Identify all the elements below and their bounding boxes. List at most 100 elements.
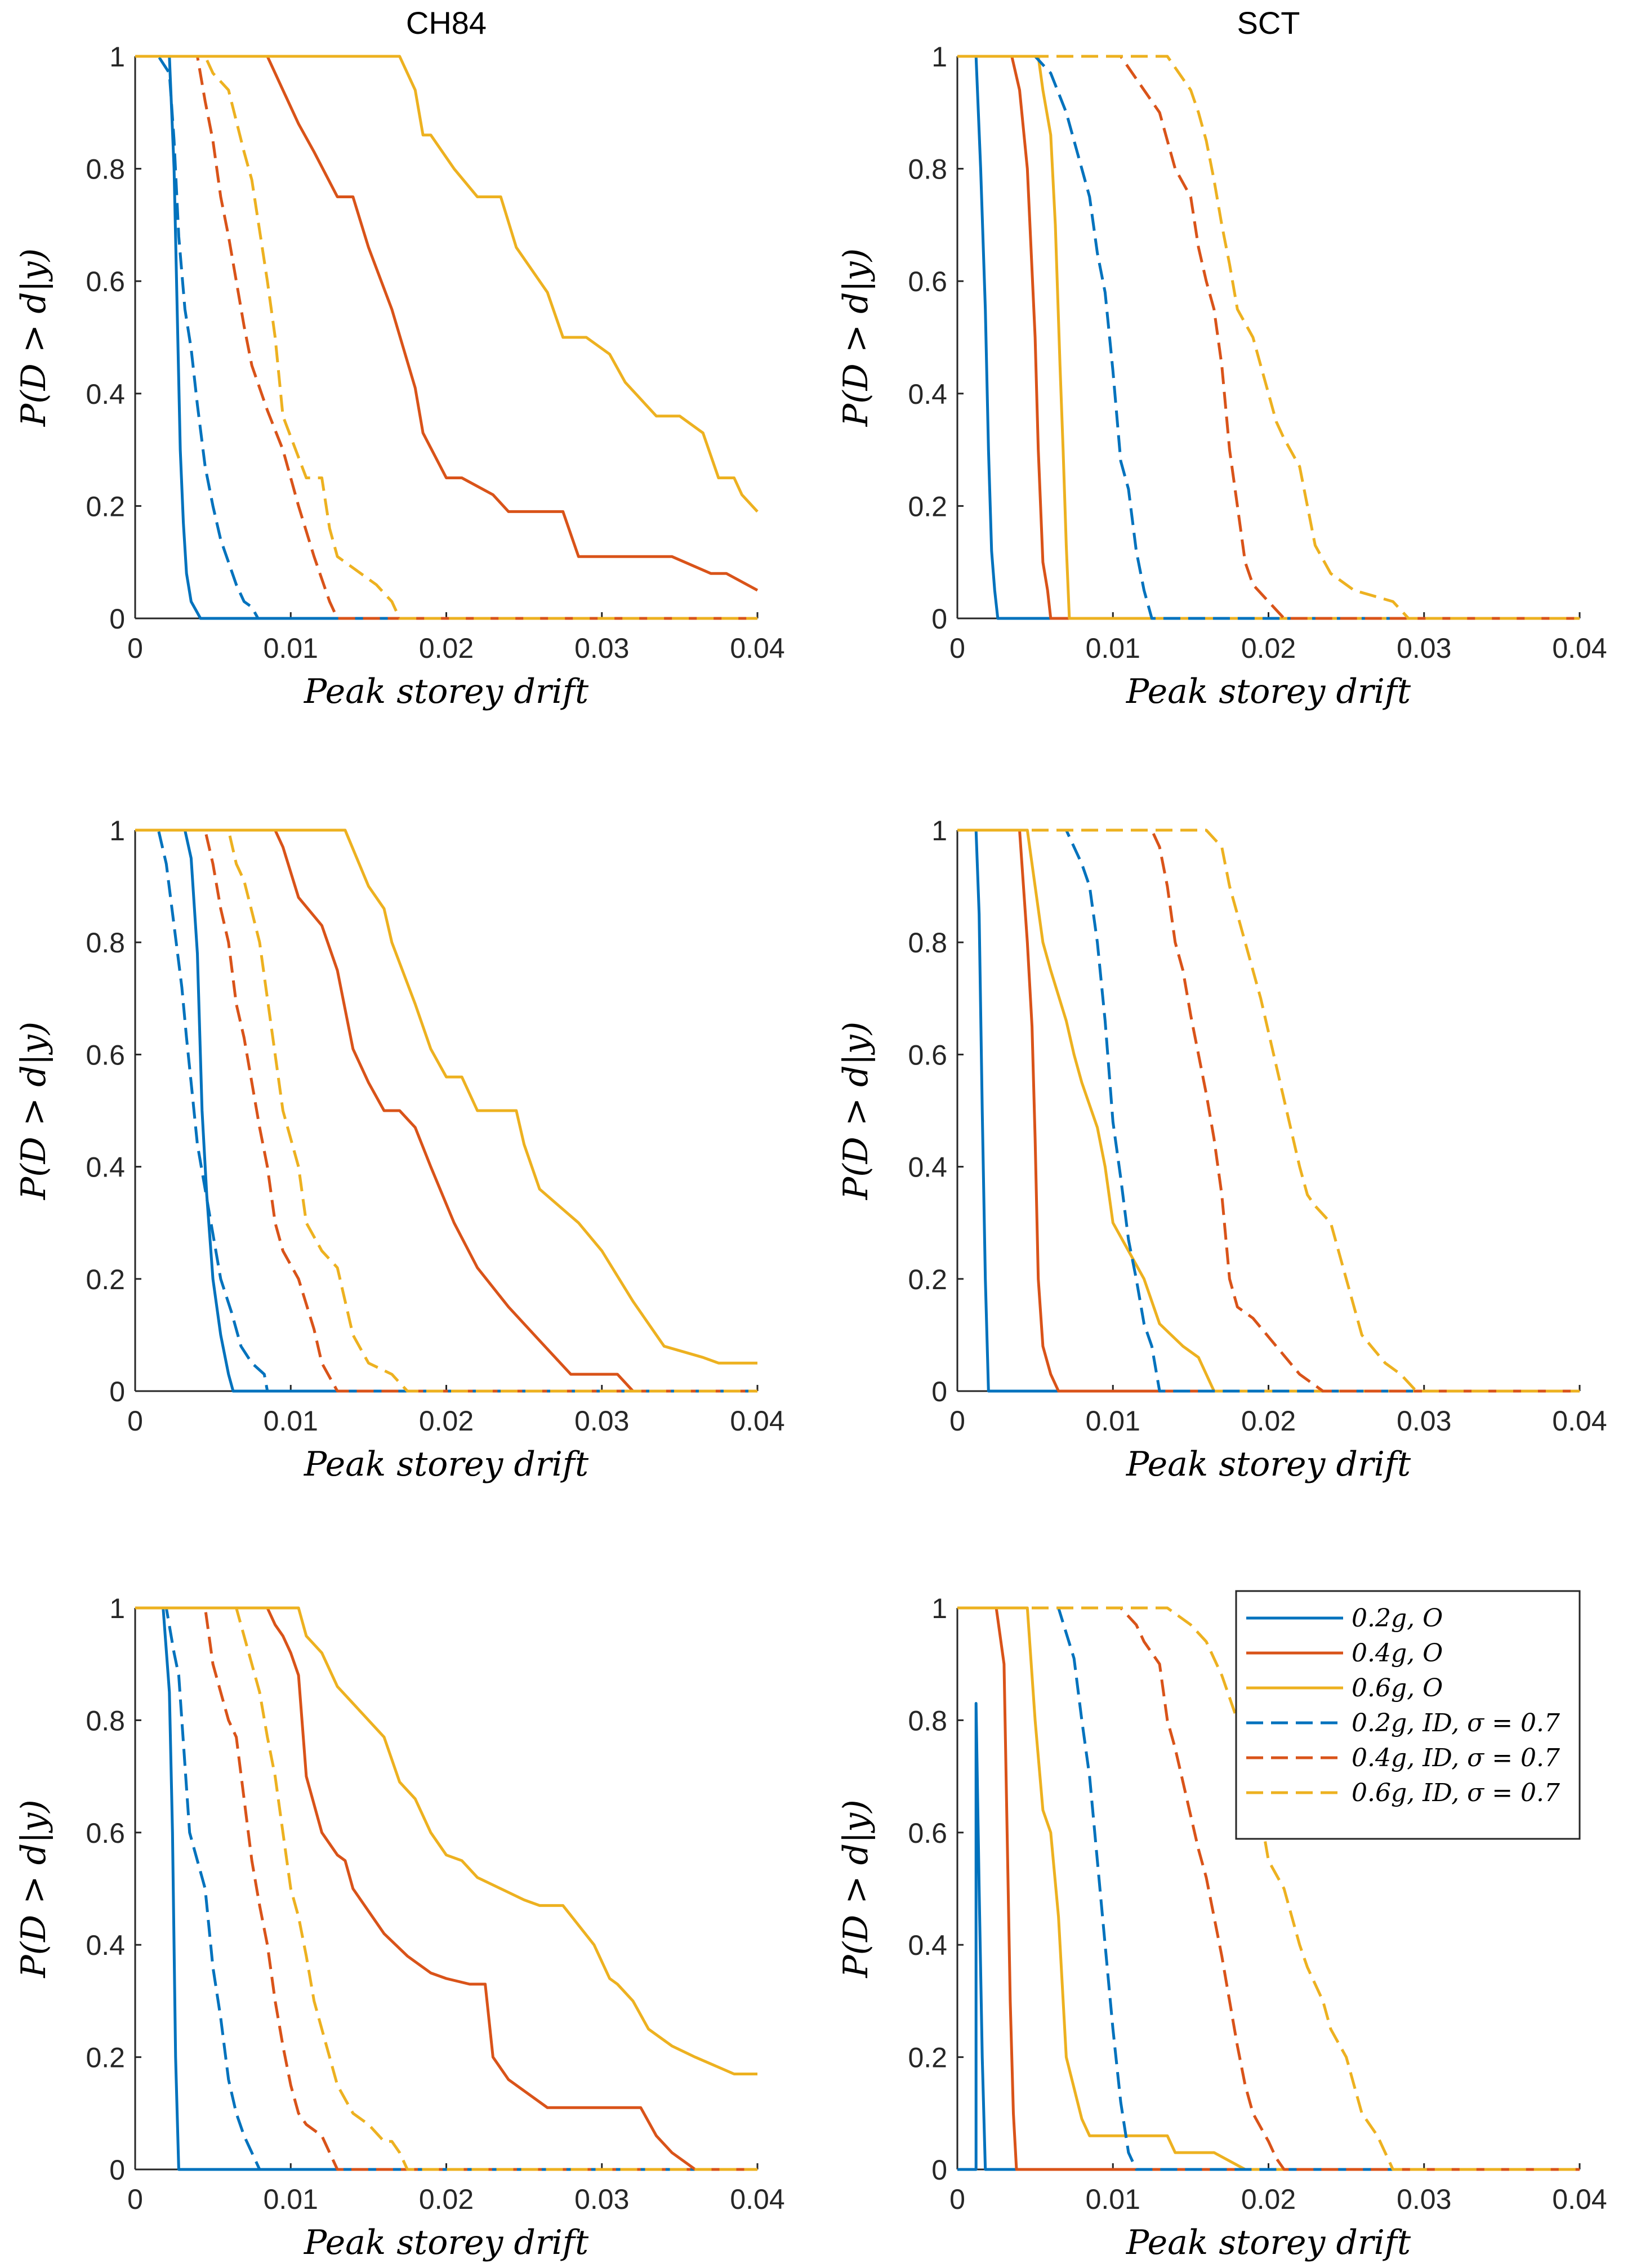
x-tick-label: 0.04 bbox=[1552, 2184, 1607, 2215]
y-tick-label: 0.8 bbox=[908, 1705, 947, 1736]
y-tick-label: 1 bbox=[931, 41, 947, 73]
x-tick-label: 0.02 bbox=[1241, 2184, 1296, 2215]
x-tick-label: 0 bbox=[949, 632, 965, 664]
panel-title: CH84 bbox=[406, 5, 487, 41]
x-tick-label: 0.02 bbox=[419, 1405, 474, 1437]
x-tick-label: 0.03 bbox=[574, 1405, 629, 1437]
series-line-3 bbox=[957, 830, 1580, 1391]
x-tick-label: 0.04 bbox=[1552, 1405, 1607, 1437]
y-tick-label: 0.6 bbox=[908, 1039, 947, 1071]
y-tick-label: 0.6 bbox=[908, 1817, 947, 1849]
y-tick-label: 0.2 bbox=[908, 1264, 947, 1295]
y-tick-label: 0.8 bbox=[908, 154, 947, 185]
x-axis-label: Peak storey drift bbox=[304, 672, 589, 711]
series-line-3 bbox=[135, 56, 757, 511]
y-tick-label: 0.2 bbox=[86, 1264, 125, 1295]
y-tick-label: 0.8 bbox=[86, 927, 125, 959]
y-tick-label: 1 bbox=[931, 1593, 947, 1624]
figure: CH84 0 0.01 0.02 0.03 0.04 0 0.2 0.4 0.6 0.8 1 Peak … bbox=[0, 0, 1632, 2268]
legend-label: 0.4g, ID, σ = 0.7 bbox=[1352, 1744, 1560, 1772]
y-tick-label: 0.4 bbox=[86, 378, 125, 410]
y-tick-label: 0 bbox=[931, 1376, 947, 1407]
x-tick-label: 0 bbox=[127, 632, 143, 664]
x-tick-label: 0.02 bbox=[1241, 632, 1296, 664]
x-tick-label: 0.04 bbox=[1552, 632, 1607, 664]
x-tick-label: 0 bbox=[127, 2184, 143, 2215]
series-line-3 bbox=[135, 830, 757, 1363]
series-line-4 bbox=[135, 56, 757, 618]
y-tick-label: 0.2 bbox=[908, 491, 947, 522]
y-tick-label: 1 bbox=[931, 815, 947, 846]
series-line-6 bbox=[135, 1608, 757, 2169]
series-line-6 bbox=[957, 830, 1580, 1391]
series-line-2 bbox=[135, 1608, 757, 2169]
legend-label: 0.4g, O bbox=[1352, 1639, 1443, 1668]
x-tick-label: 0.03 bbox=[1397, 632, 1451, 664]
y-tick-label: 0.4 bbox=[86, 1930, 125, 1961]
y-axis-label: P(D > d|y) bbox=[14, 248, 53, 427]
y-tick-label: 0.4 bbox=[86, 1152, 125, 1183]
y-axis-label: P(D > d|y) bbox=[836, 1799, 876, 1978]
y-tick-label: 1 bbox=[109, 41, 125, 73]
x-axis-label: Peak storey drift bbox=[1126, 2223, 1411, 2262]
y-tick-label: 0.4 bbox=[908, 378, 947, 410]
series-line-1 bbox=[135, 1608, 757, 2169]
series-line-2 bbox=[957, 830, 1580, 1391]
y-tick-label: 0 bbox=[109, 603, 125, 635]
x-tick-label: 0.04 bbox=[730, 632, 784, 664]
legend-label: 0.2g, O bbox=[1352, 1604, 1443, 1633]
x-tick-label: 0.01 bbox=[264, 632, 318, 664]
series-line-4 bbox=[135, 830, 757, 1391]
y-tick-label: 0 bbox=[931, 2154, 947, 2186]
x-tick-label: 0.03 bbox=[1397, 2184, 1451, 2215]
series-line-6 bbox=[135, 56, 757, 618]
legend-label: 0.6g, ID, σ = 0.7 bbox=[1352, 1779, 1560, 1807]
x-tick-label: 0.03 bbox=[574, 632, 629, 664]
legend-label: 0.2g, ID, σ = 0.7 bbox=[1352, 1709, 1560, 1737]
panel-1: CH84 0 0.01 0.02 0.03 0.04 0 0.2 0.4 0.6 0.8 1 Peak … bbox=[14, 5, 785, 711]
x-tick-label: 0.01 bbox=[264, 1405, 318, 1437]
panel-3: 0 0.01 0.02 0.03 0.04 0 0.2 0.4 0.6 0.8 1 Peak stor… bbox=[14, 815, 785, 1484]
y-tick-label: 0.6 bbox=[908, 266, 947, 297]
y-tick-label: 0.2 bbox=[86, 491, 125, 522]
series-line-4 bbox=[957, 830, 1580, 1391]
series-line-5 bbox=[135, 1608, 757, 2169]
series-line-1 bbox=[957, 830, 1580, 1391]
y-axis-label: P(D > d|y) bbox=[836, 1022, 876, 1200]
y-tick-label: 0 bbox=[109, 2154, 125, 2186]
x-tick-label: 0.04 bbox=[730, 2184, 784, 2215]
y-tick-label: 0.6 bbox=[86, 1817, 125, 1849]
x-axis-label: Peak storey drift bbox=[304, 2223, 589, 2262]
legend-label: 0.6g, O bbox=[1352, 1674, 1443, 1703]
y-tick-label: 0.8 bbox=[86, 154, 125, 185]
x-axis-label: Peak storey drift bbox=[1126, 672, 1411, 711]
x-axis-label: Peak storey drift bbox=[1126, 1445, 1411, 1484]
x-tick-label: 0.01 bbox=[1086, 2184, 1140, 2215]
y-tick-label: 0.6 bbox=[86, 1039, 125, 1071]
series-line-5 bbox=[135, 56, 757, 618]
y-axis-label: P(D > d|y) bbox=[14, 1799, 53, 1978]
x-tick-label: 0.03 bbox=[1397, 1405, 1451, 1437]
x-tick-label: 0 bbox=[127, 1405, 143, 1437]
x-tick-label: 0.02 bbox=[419, 2184, 474, 2215]
y-axis-label: P(D > d|y) bbox=[836, 248, 876, 427]
y-tick-label: 0.6 bbox=[86, 266, 125, 297]
panel-5: 0 0.01 0.02 0.03 0.04 0 0.2 0.4 0.6 0.8 1 Peak stor… bbox=[14, 1593, 785, 2262]
y-tick-label: 0.4 bbox=[908, 1930, 947, 1961]
legend: 0.2g, O 0.4g, O 0.6g, O 0.2g, ID, σ = 0.7 0.… bbox=[1236, 1591, 1580, 1839]
x-tick-label: 0.01 bbox=[1086, 1405, 1140, 1437]
x-tick-label: 0.02 bbox=[419, 632, 474, 664]
y-axis-label: P(D > d|y) bbox=[14, 1022, 53, 1200]
y-tick-label: 0.2 bbox=[86, 2042, 125, 2074]
panel-2: SCT 0 0.01 0.02 0.03 0.04 0 0.2 0.4 0.6 0.8 1 Peak s… bbox=[836, 5, 1607, 711]
y-tick-label: 0.8 bbox=[86, 1705, 125, 1736]
x-tick-label: 0.01 bbox=[1086, 632, 1140, 664]
x-axis-label: Peak storey drift bbox=[304, 1445, 589, 1484]
panel-4: 0 0.01 0.02 0.03 0.04 0 0.2 0.4 0.6 0.8 1 Peak stor… bbox=[836, 815, 1607, 1484]
y-tick-label: 1 bbox=[109, 815, 125, 846]
series-line-3 bbox=[135, 1608, 757, 2074]
x-tick-label: 0.04 bbox=[730, 1405, 784, 1437]
y-tick-label: 0.2 bbox=[908, 2042, 947, 2074]
y-tick-label: 0 bbox=[109, 1376, 125, 1407]
y-tick-label: 0 bbox=[931, 603, 947, 635]
